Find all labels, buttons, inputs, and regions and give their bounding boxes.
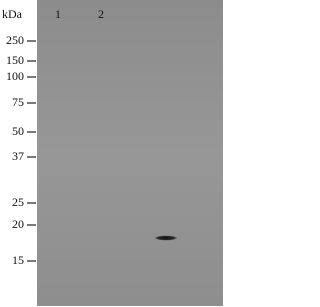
- marker-label: 75: [12, 95, 24, 109]
- marker-label: 50: [12, 124, 24, 138]
- membrane: [37, 0, 223, 306]
- marker-label: 150: [6, 53, 24, 67]
- marker-label: 100: [6, 69, 24, 83]
- protein-band: [154, 235, 178, 241]
- marker-label: 37: [12, 149, 24, 163]
- marker-label: 25: [12, 195, 24, 209]
- marker-ladder: 250 150 100 75 50 37 25 20 15: [6, 33, 36, 267]
- marker-label: 15: [12, 253, 24, 267]
- marker-label: 20: [12, 217, 24, 231]
- lane-label: 1: [55, 7, 61, 21]
- lane-label: 2: [98, 7, 104, 21]
- unit-label: kDa: [2, 7, 23, 21]
- marker-label: 250: [6, 33, 24, 47]
